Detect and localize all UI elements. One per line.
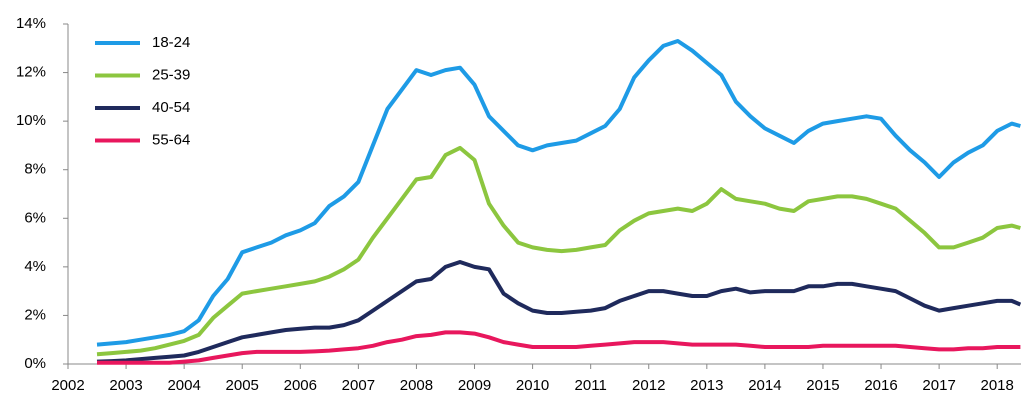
x-tick-label: 2002 bbox=[51, 377, 84, 394]
legend-label: 40-54 bbox=[152, 99, 190, 116]
x-tick-label: 2008 bbox=[400, 377, 433, 394]
x-tick-label: 2018 bbox=[981, 377, 1014, 394]
series-line bbox=[96, 39, 1021, 347]
x-tick-label: 2015 bbox=[806, 377, 839, 394]
y-tick-label: 2% bbox=[24, 306, 46, 323]
x-tick-label: 2011 bbox=[575, 377, 607, 394]
x-tick-label: 2007 bbox=[342, 377, 375, 394]
x-tick-label: 2004 bbox=[167, 377, 200, 394]
x-tick-label: 2016 bbox=[864, 377, 897, 394]
y-tick-label: 14% bbox=[16, 15, 46, 32]
legend-label: 18-24 bbox=[152, 34, 190, 51]
legend-label: 55-64 bbox=[152, 131, 190, 148]
x-tick-label: 2010 bbox=[516, 377, 549, 394]
legend-label: 25-39 bbox=[152, 66, 190, 83]
y-tick-label: 12% bbox=[16, 64, 46, 81]
x-tick-label: 2009 bbox=[458, 377, 491, 394]
series-line bbox=[96, 145, 1021, 357]
x-tick-label: 2014 bbox=[748, 377, 781, 394]
y-tick-label: 0% bbox=[24, 355, 46, 372]
y-tick-label: 6% bbox=[24, 209, 46, 226]
x-tick-label: 2003 bbox=[109, 377, 142, 394]
series-line bbox=[97, 330, 1021, 365]
x-tick-label: 2012 bbox=[632, 377, 665, 394]
y-tick-label: 10% bbox=[16, 112, 46, 129]
x-tick-label: 2006 bbox=[284, 377, 317, 394]
x-tick-label: 2013 bbox=[690, 377, 723, 394]
y-tick-label: 8% bbox=[24, 161, 46, 178]
y-tick-label: 4% bbox=[24, 258, 46, 275]
series-line bbox=[96, 260, 1021, 364]
x-tick-label: 2017 bbox=[922, 377, 955, 394]
x-tick-label: 2005 bbox=[226, 377, 259, 394]
